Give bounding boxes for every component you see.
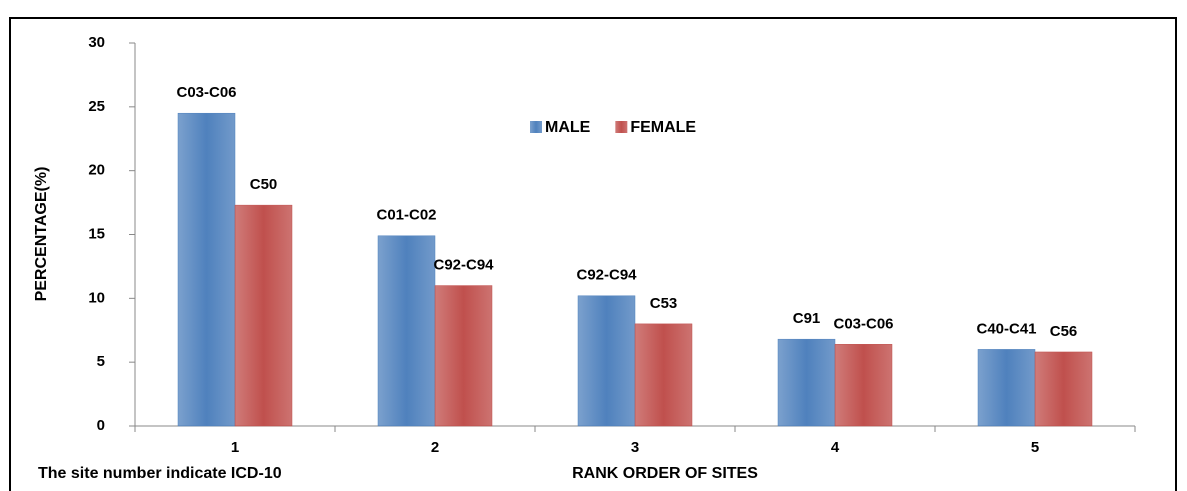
- y-axis-label: PERCENTAGE(%): [33, 167, 50, 302]
- y-tick-label: 5: [97, 353, 105, 370]
- bar: [577, 295, 636, 427]
- bar-label: C01-C02: [376, 207, 436, 224]
- bar: [777, 338, 836, 427]
- y-tick-label: 20: [88, 162, 105, 179]
- bar-label: C92-C94: [576, 267, 637, 284]
- bar-label: C53: [650, 295, 678, 312]
- x-tick-label: 4: [831, 439, 840, 456]
- bar: [234, 204, 293, 427]
- y-tick-label: 15: [88, 225, 105, 242]
- bar: [834, 344, 893, 427]
- bar-label: C91: [793, 310, 821, 327]
- y-tick-label: 0: [97, 417, 105, 434]
- y-tick-label: 25: [88, 98, 105, 115]
- chart-frame: [9, 17, 1177, 491]
- bar-label: C56: [1050, 323, 1078, 340]
- x-tick-label: 2: [431, 439, 439, 456]
- legend-swatch: [530, 121, 542, 133]
- y-tick-label: 30: [88, 34, 105, 51]
- bar-label: C03-C06: [176, 84, 236, 101]
- x-tick-label: 1: [231, 439, 239, 456]
- bar-label: C92-C94: [433, 257, 494, 274]
- bar: [377, 235, 436, 427]
- bar: [977, 349, 1036, 427]
- x-axis-label: RANK ORDER OF SITES: [572, 465, 758, 482]
- legend-label: MALE: [545, 119, 591, 136]
- annotation: The site number indicate ICD-10: [38, 465, 282, 482]
- y-tick-label: 10: [88, 289, 105, 306]
- bar: [177, 112, 236, 427]
- legend-swatch: [615, 121, 628, 133]
- bar: [1034, 351, 1093, 427]
- legend-label: FEMALE: [630, 119, 696, 136]
- bar: [634, 323, 693, 427]
- x-tick-label: 3: [631, 439, 639, 456]
- bar-label: C40-C41: [976, 320, 1036, 337]
- bar-label: C50: [250, 176, 278, 193]
- bar-label: C03-C06: [833, 315, 893, 332]
- x-tick-label: 5: [1031, 439, 1039, 456]
- bar: [434, 285, 493, 427]
